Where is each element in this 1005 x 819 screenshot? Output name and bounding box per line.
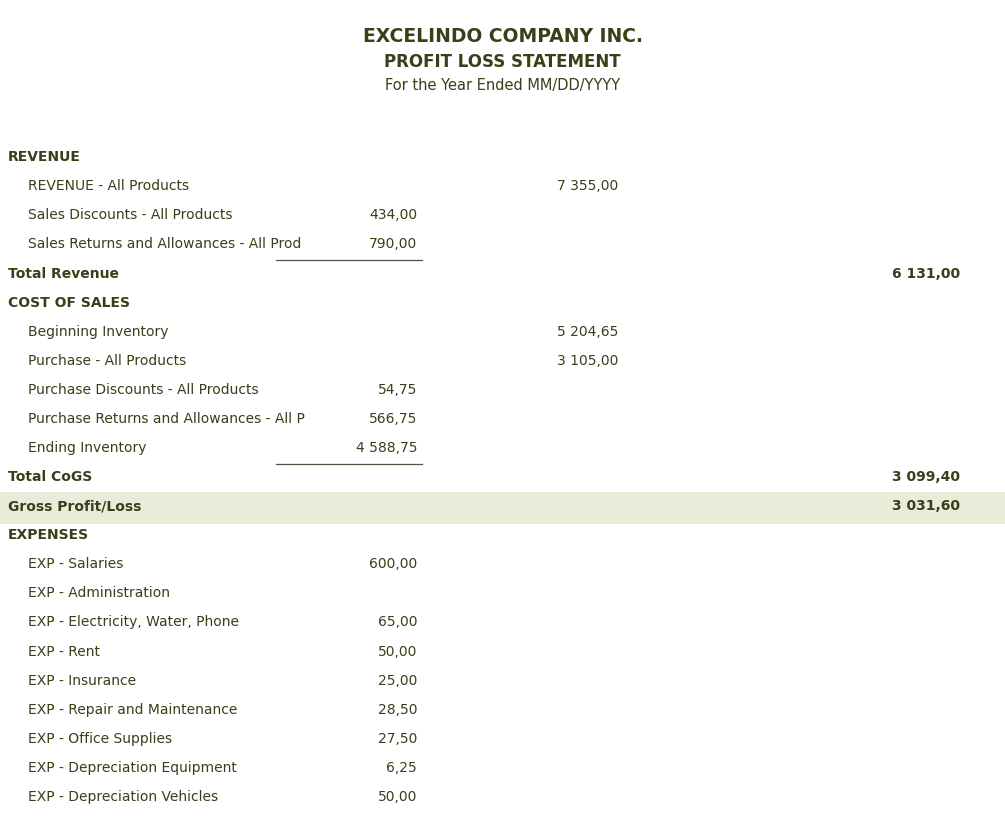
Text: 3 031,60: 3 031,60 <box>891 499 960 514</box>
Text: Beginning Inventory: Beginning Inventory <box>28 324 169 339</box>
Text: 3 099,40: 3 099,40 <box>891 470 960 484</box>
Text: 600,00: 600,00 <box>369 557 417 572</box>
Text: PROFIT LOSS STATEMENT: PROFIT LOSS STATEMENT <box>384 53 621 71</box>
Text: EXPENSES: EXPENSES <box>8 528 89 542</box>
Text: 65,00: 65,00 <box>378 615 417 630</box>
Text: 790,00: 790,00 <box>369 238 417 251</box>
Text: 50,00: 50,00 <box>378 790 417 804</box>
Text: EXP - Depreciation Vehicles: EXP - Depreciation Vehicles <box>28 790 218 804</box>
Text: 50,00: 50,00 <box>378 645 417 658</box>
Text: Gross Profit/Loss: Gross Profit/Loss <box>8 499 142 514</box>
Text: EXP - Office Supplies: EXP - Office Supplies <box>28 731 172 746</box>
Text: 5 204,65: 5 204,65 <box>557 324 618 339</box>
Text: Purchase - All Products: Purchase - All Products <box>28 354 186 368</box>
Text: 434,00: 434,00 <box>369 208 417 223</box>
Text: EXP - Electricity, Water, Phone: EXP - Electricity, Water, Phone <box>28 615 239 630</box>
Text: 6,25: 6,25 <box>386 761 417 775</box>
Text: EXP - Rent: EXP - Rent <box>28 645 101 658</box>
Text: 25,00: 25,00 <box>378 673 417 688</box>
Text: REVENUE - All Products: REVENUE - All Products <box>28 179 189 193</box>
Text: Total Revenue: Total Revenue <box>8 266 119 281</box>
Text: 3 105,00: 3 105,00 <box>557 354 618 368</box>
Text: EXP - Administration: EXP - Administration <box>28 586 170 600</box>
Text: 4 588,75: 4 588,75 <box>356 441 417 455</box>
Text: Ending Inventory: Ending Inventory <box>28 441 147 455</box>
Text: EXP - Salaries: EXP - Salaries <box>28 557 124 572</box>
Text: EXP - Insurance: EXP - Insurance <box>28 673 137 688</box>
Text: 7 355,00: 7 355,00 <box>557 179 618 193</box>
Text: Total CoGS: Total CoGS <box>8 470 92 484</box>
Text: 54,75: 54,75 <box>378 382 417 397</box>
Text: For the Year Ended MM/DD/YYYY: For the Year Ended MM/DD/YYYY <box>385 78 620 93</box>
Text: Purchase Discounts - All Products: Purchase Discounts - All Products <box>28 382 258 397</box>
Text: COST OF SALES: COST OF SALES <box>8 296 130 310</box>
Text: EXCELINDO COMPANY INC.: EXCELINDO COMPANY INC. <box>363 27 642 47</box>
Text: REVENUE: REVENUE <box>8 150 81 165</box>
Text: EXP - Repair and Maintenance: EXP - Repair and Maintenance <box>28 703 237 717</box>
Bar <box>0 491 1005 523</box>
Text: Sales Discounts - All Products: Sales Discounts - All Products <box>28 208 232 223</box>
Text: 28,50: 28,50 <box>378 703 417 717</box>
Text: 6 131,00: 6 131,00 <box>891 266 960 281</box>
Text: 27,50: 27,50 <box>378 731 417 746</box>
Text: EXP - Depreciation Equipment: EXP - Depreciation Equipment <box>28 761 237 775</box>
Text: Sales Returns and Allowances - All Prod: Sales Returns and Allowances - All Prod <box>28 238 301 251</box>
Text: 566,75: 566,75 <box>369 412 417 426</box>
Text: Purchase Returns and Allowances - All P: Purchase Returns and Allowances - All P <box>28 412 305 426</box>
